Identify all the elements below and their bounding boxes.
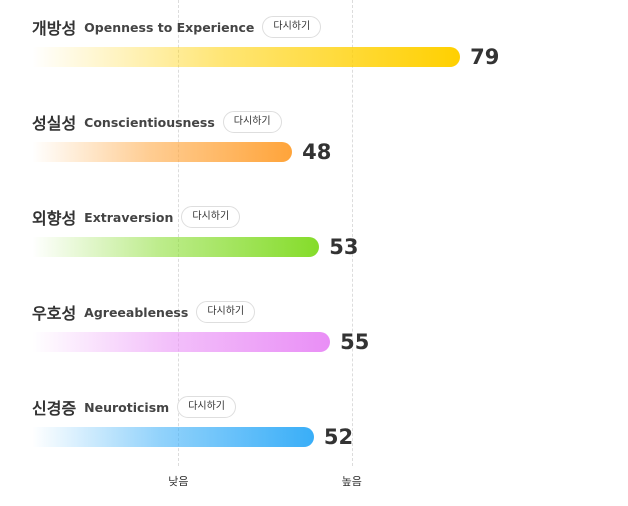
score-bar bbox=[32, 47, 461, 67]
score-value: 55 bbox=[340, 330, 370, 354]
retake-button[interactable]: 다시하기 bbox=[181, 206, 241, 228]
trait-name-en: Conscientiousness bbox=[84, 114, 215, 130]
bar-row: 53 bbox=[32, 235, 592, 259]
trait-row: 신경증 Neuroticism 다시하기 52 bbox=[32, 393, 592, 473]
trait-name-ko: 외향성 bbox=[32, 209, 77, 228]
score-value: 79 bbox=[470, 45, 500, 69]
trait-row: 성실성 Conscientiousness 다시하기 48 bbox=[32, 108, 592, 188]
retake-button[interactable]: 다시하기 bbox=[222, 111, 282, 133]
score-bar bbox=[32, 332, 331, 352]
bar-row: 52 bbox=[32, 425, 592, 449]
bar-row: 79 bbox=[32, 45, 592, 69]
trait-header: 개방성 Openness to Experience 다시하기 bbox=[32, 13, 592, 41]
retake-button[interactable]: 다시하기 bbox=[177, 396, 236, 418]
trait-name-en: Neuroticism bbox=[84, 399, 170, 415]
score-bar bbox=[32, 237, 320, 257]
trait-name-en: Extraversion bbox=[84, 209, 174, 225]
score-value: 53 bbox=[329, 235, 359, 259]
bar-row: 55 bbox=[32, 330, 592, 354]
bar-row: 48 bbox=[32, 140, 592, 164]
trait-header: 우호성 Agreeableness 다시하기 bbox=[32, 298, 592, 326]
trait-name-ko: 신경증 bbox=[32, 399, 77, 418]
trait-name-en: Agreeableness bbox=[84, 304, 189, 320]
retake-button[interactable]: 다시하기 bbox=[262, 16, 322, 38]
score-value: 48 bbox=[302, 140, 332, 164]
trait-name-ko: 우호성 bbox=[32, 304, 77, 323]
trait-header: 성실성 Conscientiousness 다시하기 bbox=[32, 108, 592, 136]
score-bar bbox=[32, 142, 293, 162]
axis-label: 높음 bbox=[341, 475, 362, 488]
score-bar bbox=[32, 427, 314, 447]
trait-name-ko: 개방성 bbox=[32, 19, 77, 38]
gridline bbox=[178, 0, 180, 466]
trait-name-en: Openness to Experience bbox=[84, 19, 255, 35]
trait-row: 외향성 Extraversion 다시하기 53 bbox=[32, 203, 592, 283]
trait-name-ko: 성실성 bbox=[32, 114, 77, 133]
trait-row: 개방성 Openness to Experience 다시하기 79 bbox=[32, 13, 592, 93]
axis-label: 낮음 bbox=[168, 475, 189, 488]
gridline bbox=[351, 0, 353, 466]
score-value: 52 bbox=[323, 425, 354, 449]
retake-button[interactable]: 다시하기 bbox=[196, 301, 256, 323]
trait-row: 우호성 Agreeableness 다시하기 55 bbox=[32, 298, 592, 378]
trait-header: 신경증 Neuroticism 다시하기 bbox=[32, 393, 592, 421]
trait-header: 외향성 Extraversion 다시하기 bbox=[32, 203, 592, 231]
